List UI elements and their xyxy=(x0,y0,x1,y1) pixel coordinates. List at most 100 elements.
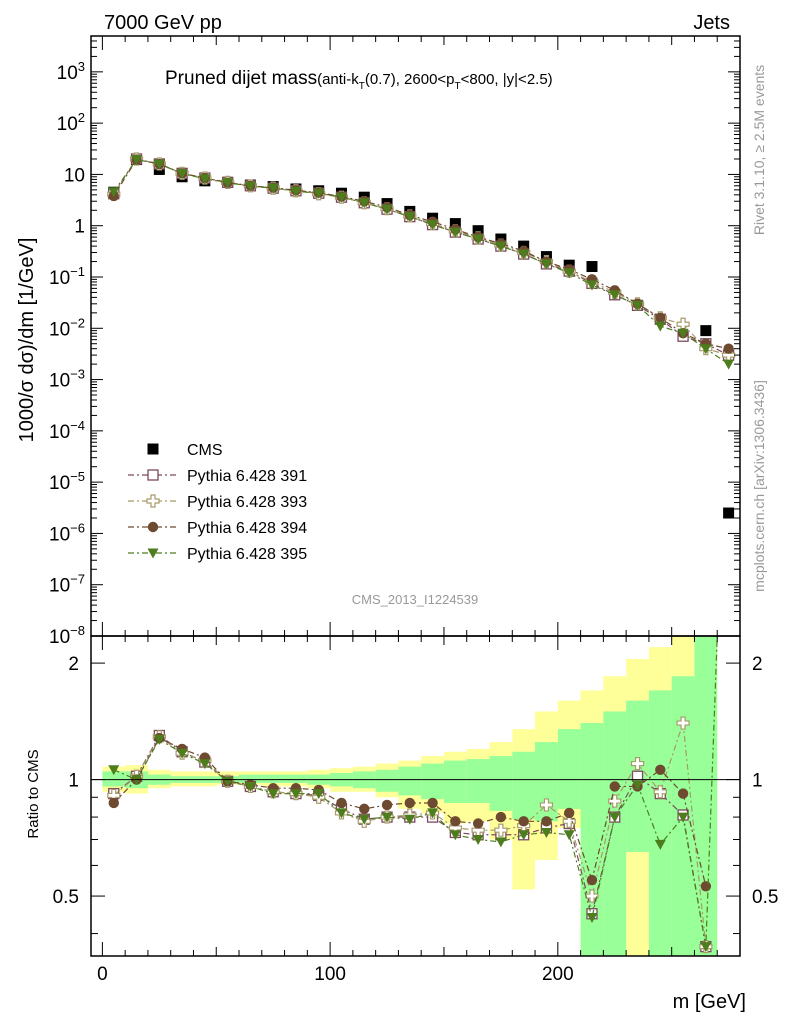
legend-label: Pythia 6.428 394 xyxy=(187,520,307,537)
ratio-point xyxy=(108,765,120,776)
ratio-point xyxy=(336,797,347,809)
y-tick-label: 10−5 xyxy=(49,469,85,494)
ratio-point xyxy=(700,881,712,892)
ratio-point xyxy=(267,789,279,800)
data-point xyxy=(404,212,416,223)
data-point xyxy=(427,220,439,231)
legend-marker xyxy=(147,521,159,533)
ratio-point xyxy=(381,812,393,823)
ratio-point xyxy=(539,798,554,812)
ratio-uncertainty-bands xyxy=(102,636,718,956)
legend-marker xyxy=(147,469,159,481)
data-point xyxy=(723,359,735,370)
y-tick-label: 10−1 xyxy=(49,264,85,289)
rivet-label: Rivet 3.1.10, ≥ 2.5M events xyxy=(751,65,767,235)
ratio-point xyxy=(358,814,370,825)
ratio-point xyxy=(586,913,598,924)
band-inner-bin xyxy=(261,774,285,783)
ratio-point xyxy=(176,748,188,759)
ratio-point xyxy=(450,816,461,827)
data-point xyxy=(540,259,552,270)
ratio-point xyxy=(518,830,530,841)
band-inner-bin xyxy=(375,769,399,792)
data-point xyxy=(586,261,598,273)
data-point xyxy=(222,178,234,189)
data-point xyxy=(563,268,575,279)
band-inner-bin xyxy=(489,756,513,811)
ratio-series-line xyxy=(113,734,707,947)
data-point xyxy=(267,183,279,194)
data-point xyxy=(244,181,256,192)
y-tick-label: 102 xyxy=(57,110,85,135)
band-inner-bin xyxy=(239,774,262,783)
ratio-point xyxy=(449,830,461,841)
ratio-series-line xyxy=(113,635,718,947)
ratio-point xyxy=(564,807,575,819)
ratio-point xyxy=(495,837,507,848)
y-tick-label: 10−4 xyxy=(49,418,85,443)
data-point xyxy=(677,328,689,339)
title-detail: (anti-k xyxy=(317,71,359,88)
data-point xyxy=(586,280,598,291)
ratio-point xyxy=(586,874,598,886)
ratio-y-tick-label-right: 2 xyxy=(752,654,763,675)
legend-marker xyxy=(147,443,159,455)
data-point xyxy=(472,234,484,245)
ratio-point xyxy=(653,785,667,799)
ratio-point xyxy=(244,781,256,792)
band-inner-bin xyxy=(466,759,490,803)
data-point xyxy=(176,169,188,180)
energy-label: 7000 GeV pp xyxy=(104,12,222,34)
legend-label: Pythia 6.428 391 xyxy=(187,468,307,485)
ratio-point xyxy=(655,764,666,775)
ratio-point xyxy=(199,759,211,770)
band-inner-bin xyxy=(102,771,126,787)
data-point xyxy=(518,249,530,260)
y-tick-label: 10−3 xyxy=(49,367,85,392)
data-point xyxy=(495,241,507,252)
ratio-point xyxy=(381,799,393,811)
series-line xyxy=(113,158,729,356)
ratio-y-tick-label-right: 0.5 xyxy=(752,887,778,908)
x-axis-label: m [GeV] xyxy=(673,991,746,1013)
ratio-point xyxy=(562,814,576,828)
band-inner-bin xyxy=(421,763,444,800)
data-point xyxy=(700,325,712,337)
ratio-series-line xyxy=(113,737,707,887)
y-tick-label: 10−2 xyxy=(49,315,85,340)
title-main: Pruned dijet mass xyxy=(165,68,317,89)
band-inner-bin xyxy=(443,760,467,803)
data-point xyxy=(449,227,461,238)
ratio-point xyxy=(335,808,347,819)
band-inner-bin xyxy=(284,774,308,783)
band-inner-bin xyxy=(694,636,718,956)
data-point xyxy=(632,300,644,311)
ratio-y-tick-label-right: 1 xyxy=(752,771,763,792)
data-point xyxy=(654,321,666,332)
ratio-point xyxy=(313,789,325,800)
y-tick-label: 10−7 xyxy=(49,572,85,597)
y-tick-label: 103 xyxy=(57,59,85,84)
band-inner-bin xyxy=(648,690,672,956)
x-tick-label: 0 xyxy=(97,964,108,985)
title-detail3: <800, |y|<2.5) xyxy=(461,71,553,88)
data-point xyxy=(131,155,143,166)
ratio-point xyxy=(608,794,622,808)
y-tick-label: 10−8 xyxy=(49,623,85,648)
ratio-point xyxy=(518,816,529,827)
ratio-point xyxy=(153,734,165,745)
ratio-point xyxy=(563,830,575,841)
data-point xyxy=(655,312,666,324)
ratio-point xyxy=(654,839,666,850)
ratio-point xyxy=(495,811,507,823)
ratio-point xyxy=(404,797,416,809)
x-tick-label: 200 xyxy=(542,964,574,985)
chart-title: Pruned dijet mass(anti-kT(0.7), 2600<pT<… xyxy=(165,68,553,92)
ratio-y-tick-label-left: 0.5 xyxy=(53,887,79,908)
ratio-point xyxy=(541,816,552,827)
main-series-group xyxy=(107,152,736,519)
data-point xyxy=(723,343,734,354)
ratio-point xyxy=(494,823,508,837)
legend-label: Pythia 6.428 393 xyxy=(187,494,307,511)
